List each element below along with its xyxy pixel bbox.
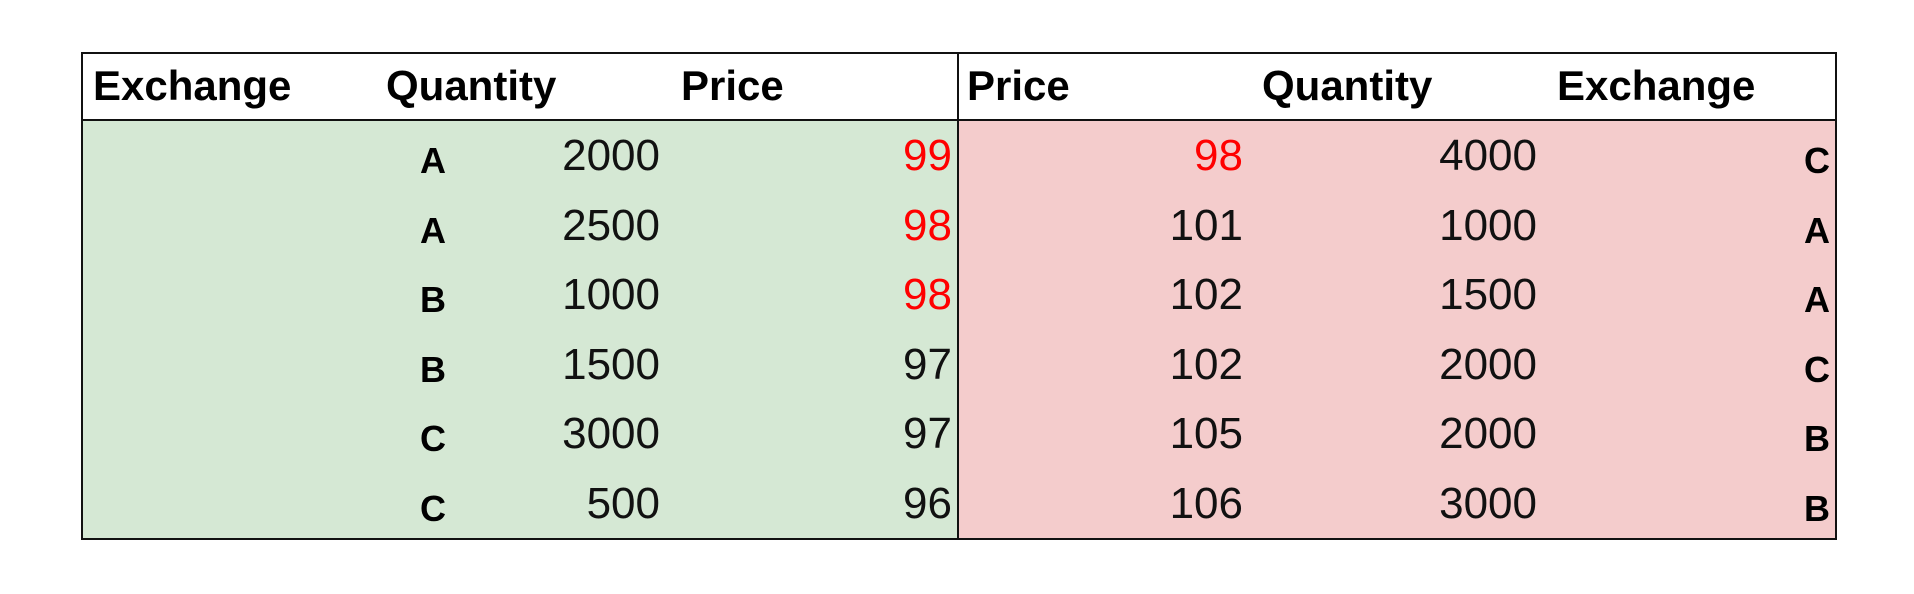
bid-row: A 2000 99 bbox=[83, 121, 957, 191]
ask-row: 101 1000 A bbox=[959, 191, 1835, 261]
bid-price: 97 bbox=[903, 409, 952, 458]
bid-quantity: 1000 bbox=[562, 270, 660, 319]
bid-side: Exchange Quantity Price A 2000 99 A 2500 98 B 1… bbox=[83, 54, 959, 538]
bid-quantity: 2000 bbox=[562, 131, 660, 180]
ask-header-quantity: Quantity bbox=[1262, 62, 1433, 109]
ask-exchange: A bbox=[1804, 279, 1830, 320]
ask-price: 98 bbox=[1194, 131, 1243, 180]
ask-quantity: 2000 bbox=[1439, 339, 1537, 389]
bid-row: B 1000 98 bbox=[83, 260, 957, 330]
ask-row: 98 4000 C bbox=[959, 121, 1835, 191]
bid-quantity: 500 bbox=[586, 478, 660, 528]
bid-exchange: B bbox=[420, 279, 446, 320]
bid-exchange: A bbox=[420, 209, 446, 251]
bid-quantity: 3000 bbox=[562, 409, 660, 458]
ask-quantity: 3000 bbox=[1439, 478, 1537, 528]
ask-price: 102 bbox=[1169, 270, 1243, 319]
bid-row: B 1500 97 bbox=[83, 330, 957, 400]
ask-price: 105 bbox=[1169, 409, 1243, 458]
bid-price: 98 bbox=[903, 270, 952, 319]
ask-price: 106 bbox=[1169, 478, 1243, 528]
bid-header-exchange: Exchange bbox=[93, 62, 292, 109]
ask-row: 102 2000 C bbox=[959, 330, 1835, 400]
ask-exchange: C bbox=[1804, 140, 1830, 181]
bid-row: A 2500 98 bbox=[83, 191, 957, 261]
ask-price: 101 bbox=[1169, 200, 1243, 250]
ask-rows: 98 4000 C 101 1000 A 102 1500 A 102 2000 C 105 2000 B 1… bbox=[959, 121, 1835, 538]
order-book-table: Exchange Quantity Price A 2000 99 A 2500 98 B 1… bbox=[81, 52, 1837, 540]
ask-quantity: 2000 bbox=[1439, 409, 1537, 458]
bid-exchange: B bbox=[420, 348, 446, 390]
bid-price: 97 bbox=[903, 339, 952, 389]
bid-exchange: C bbox=[420, 418, 446, 459]
ask-exchange: B bbox=[1804, 487, 1830, 529]
ask-row: 102 1500 A bbox=[959, 260, 1835, 330]
ask-side: Price Quantity Exchange 98 4000 C 101 1000 A 1… bbox=[959, 54, 1835, 538]
ask-header-price: Price bbox=[967, 62, 1070, 109]
bid-header-quantity: Quantity bbox=[386, 62, 557, 109]
bid-header-row: Exchange Quantity Price bbox=[83, 54, 957, 121]
ask-header-exchange: Exchange bbox=[1557, 62, 1756, 109]
bid-exchange: A bbox=[420, 140, 446, 181]
bid-quantity: 1500 bbox=[562, 339, 660, 389]
bid-quantity: 2500 bbox=[562, 200, 660, 250]
ask-exchange: C bbox=[1804, 348, 1830, 390]
ask-quantity: 4000 bbox=[1439, 131, 1537, 180]
ask-quantity: 1500 bbox=[1439, 270, 1537, 319]
bid-row: C 3000 97 bbox=[83, 399, 957, 469]
ask-row: 106 3000 B bbox=[959, 469, 1835, 539]
ask-quantity: 1000 bbox=[1439, 200, 1537, 250]
ask-row: 105 2000 B bbox=[959, 399, 1835, 469]
bid-rows: A 2000 99 A 2500 98 B 1000 98 B 1500 97 C 3000 97 C 500 9… bbox=[83, 121, 957, 538]
bid-header-price: Price bbox=[681, 62, 784, 109]
bid-price: 99 bbox=[903, 131, 952, 180]
bid-exchange: C bbox=[420, 487, 446, 529]
ask-header-row: Price Quantity Exchange bbox=[959, 54, 1835, 121]
ask-exchange: A bbox=[1804, 209, 1830, 251]
bid-row: C 500 96 bbox=[83, 469, 957, 539]
bid-price: 98 bbox=[903, 200, 952, 250]
bid-price: 96 bbox=[903, 478, 952, 528]
ask-price: 102 bbox=[1169, 339, 1243, 389]
ask-exchange: B bbox=[1804, 418, 1830, 459]
